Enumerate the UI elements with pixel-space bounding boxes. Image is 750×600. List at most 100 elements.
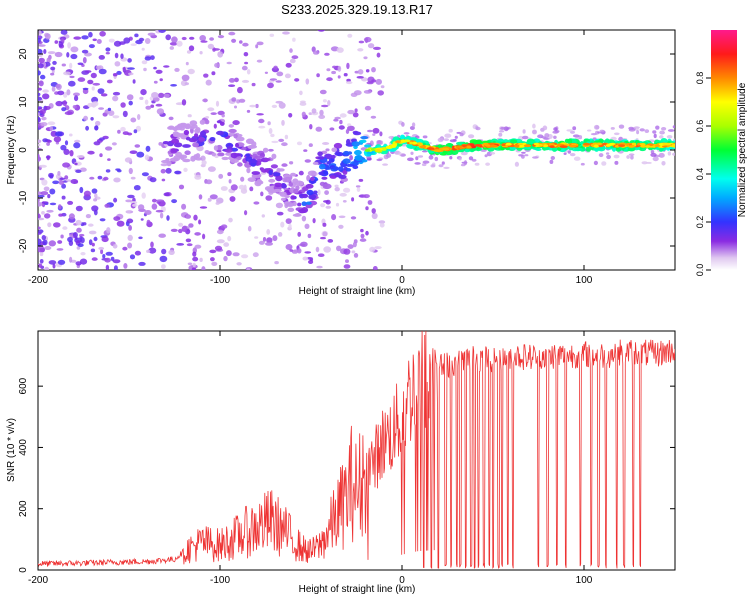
spectrogram-noise-blob bbox=[308, 112, 313, 115]
spectrogram-ridge-core bbox=[559, 145, 568, 149]
spectrogram-noise-blob bbox=[105, 251, 113, 256]
spectrogram-noise-blob bbox=[223, 242, 230, 247]
spectrogram-haze-blob bbox=[499, 130, 505, 133]
spectrogram-noise-blob bbox=[62, 100, 67, 107]
spectrogram-noise-blob bbox=[88, 31, 93, 38]
spectrogram-noise-blob bbox=[91, 242, 95, 247]
spectrogram-noise-blob bbox=[141, 47, 145, 51]
spectrogram-haze-blob bbox=[655, 125, 660, 130]
spectrogram-noise-blob bbox=[308, 143, 313, 148]
spectrogram-noise-blob bbox=[101, 236, 109, 243]
spectrogram-noise-blob bbox=[317, 30, 325, 32]
spectrogram-noise-blob bbox=[358, 178, 364, 182]
spectrogram-noise-blob bbox=[105, 47, 111, 52]
spectrogram-ridge-blob bbox=[260, 168, 265, 172]
spectrogram-noise-blob bbox=[137, 114, 141, 120]
spectrogram-ytick-label: -10 bbox=[18, 190, 29, 205]
spectrogram-noise-blob bbox=[150, 104, 155, 108]
spectrogram-noise-blob bbox=[209, 194, 218, 200]
spectrogram-haze-blob bbox=[572, 126, 577, 131]
spectrogram-noise-blob bbox=[301, 111, 306, 118]
spectrogram-ridge-blob bbox=[343, 150, 350, 156]
spectrogram-haze-blob bbox=[639, 128, 645, 132]
spectrogram-noise-blob bbox=[349, 155, 353, 161]
spectrogram-ridge-blob bbox=[272, 172, 281, 177]
spectrogram-ridge-blob bbox=[274, 182, 283, 188]
spectrogram-ridge-blob bbox=[360, 136, 369, 140]
spectrogram-ridge-blob bbox=[253, 155, 263, 160]
spectrogram-ridge-blob bbox=[176, 125, 181, 129]
spectrogram-noise-blob bbox=[262, 237, 267, 242]
spectrogram-noise-blob bbox=[202, 98, 209, 103]
spectrogram-noise-blob bbox=[342, 200, 347, 203]
spectrogram-noise-blob bbox=[62, 92, 68, 98]
spectrogram-haze-blob bbox=[460, 151, 468, 156]
spectrogram-noise-blob bbox=[289, 48, 293, 53]
spectrogram-noise-blob bbox=[150, 241, 154, 248]
spectrogram-noise-blob bbox=[343, 187, 351, 193]
spectrogram-noise-blob bbox=[255, 44, 259, 49]
spectrogram-noise-blob bbox=[211, 71, 216, 76]
spectrogram-noise-blob bbox=[53, 222, 61, 228]
spectrogram-haze-blob bbox=[646, 161, 652, 164]
spectrogram-ridge-blob bbox=[345, 163, 355, 167]
spectrogram-ridge-blob bbox=[236, 133, 243, 138]
spectrogram-noise-blob bbox=[147, 32, 156, 36]
spectrogram-noise-blob bbox=[67, 236, 73, 243]
spectrogram-noise-blob bbox=[91, 257, 98, 261]
spectrogram-noise-blob bbox=[76, 227, 82, 233]
spectrogram-noise-blob bbox=[38, 226, 41, 230]
spectrogram-noise-blob bbox=[379, 222, 385, 228]
spectrogram-haze-blob bbox=[569, 153, 576, 157]
spectrogram-noise-blob bbox=[117, 129, 121, 134]
snr-ylabel: SNR (10 * v/v) bbox=[6, 418, 17, 482]
spectrogram-noise-blob bbox=[215, 100, 220, 107]
spectrogram-haze-blob bbox=[567, 150, 571, 154]
spectrogram-ridge-blob bbox=[354, 155, 363, 161]
spectrogram-haze-blob bbox=[475, 126, 481, 131]
spectrogram-noise-blob bbox=[247, 225, 252, 232]
spectrogram-ridge-blob bbox=[305, 201, 312, 205]
spectrogram-noise-blob bbox=[209, 249, 217, 254]
spectrogram-noise-blob bbox=[289, 58, 296, 64]
spectrogram-noise-blob bbox=[258, 240, 265, 245]
spectrogram-noise-blob bbox=[268, 128, 273, 134]
spectrogram-haze-blob bbox=[605, 152, 610, 155]
spectrogram-noise-blob bbox=[326, 77, 333, 82]
spectrogram-noise-blob bbox=[69, 256, 73, 263]
spectrogram-noise-blob bbox=[128, 100, 133, 106]
spectrogram-ridge-blob bbox=[178, 154, 188, 160]
spectrogram-noise-blob bbox=[88, 44, 95, 49]
spectrogram-noise-blob bbox=[72, 105, 77, 109]
spectrogram-noise-blob bbox=[256, 41, 264, 46]
spectrogram-noise-blob bbox=[100, 249, 104, 255]
spectrogram-noise-blob bbox=[89, 176, 95, 180]
spectrogram-ridge-blob bbox=[284, 176, 292, 183]
spectrogram-noise-blob bbox=[326, 68, 331, 72]
spectrogram-haze-blob bbox=[421, 163, 427, 167]
spectrogram-haze-blob bbox=[628, 126, 634, 130]
spectrogram-noise-blob bbox=[327, 239, 334, 243]
spectrogram-haze-blob bbox=[448, 128, 453, 133]
spectrogram-noise-blob bbox=[275, 80, 282, 83]
spectrogram-noise-blob bbox=[132, 203, 138, 207]
spectrogram-ridge-blob bbox=[331, 154, 336, 159]
spectrogram-noise-blob bbox=[305, 78, 310, 85]
spectrogram-noise-blob bbox=[38, 263, 43, 268]
spectrogram-noise-blob bbox=[320, 236, 326, 240]
spectrogram-noise-blob bbox=[347, 123, 352, 127]
spectrogram-noise-blob bbox=[160, 168, 166, 174]
spectrogram-ytick-label: 10 bbox=[18, 96, 29, 108]
spectrogram-ridge-blob bbox=[233, 133, 238, 139]
spectrogram-noise-blob bbox=[198, 219, 202, 225]
spectrogram-noise-blob bbox=[237, 86, 243, 94]
spectrogram-haze-blob bbox=[606, 154, 611, 160]
spectrogram-noise-blob bbox=[231, 97, 237, 102]
spectrogram-ridge-blob bbox=[251, 174, 257, 179]
spectrogram-ridge-blob bbox=[190, 124, 198, 129]
spectrogram-haze-blob bbox=[587, 129, 592, 132]
spectrogram-noise-blob bbox=[85, 125, 89, 131]
spectrogram-noise-blob bbox=[361, 77, 368, 82]
spectrogram-noise-blob bbox=[174, 170, 182, 175]
spectrogram-noise-blob bbox=[352, 112, 359, 118]
